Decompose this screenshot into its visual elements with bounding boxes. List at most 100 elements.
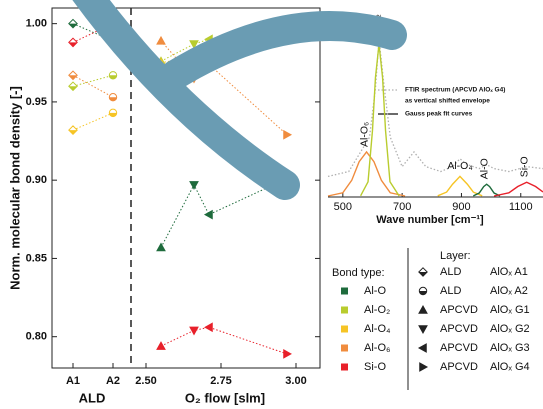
marker-shape [417, 343, 427, 353]
watermark [72, 0, 407, 200]
marker-shape [418, 304, 428, 314]
marker [68, 81, 78, 92]
peak-label: Si-O [518, 156, 530, 177]
legend-label: APCVD [440, 304, 478, 316]
legend-label: Al-O₂ [364, 304, 390, 316]
marker-shape [156, 341, 166, 350]
marker-shape [189, 181, 199, 190]
y-tick-label: 1.00 [26, 18, 47, 30]
marker-half [68, 86, 78, 91]
marker-shape [419, 362, 429, 372]
marker-half [68, 130, 78, 135]
marker-half [418, 272, 428, 277]
legend-label: ALD [440, 285, 461, 297]
marker [156, 341, 166, 350]
legend-text: FTIR spectrum (APCVD AlOₓ G4) [405, 87, 505, 94]
legend-label: ALD [440, 266, 461, 278]
marker-half [68, 23, 78, 28]
marker [108, 71, 118, 80]
marker [418, 325, 428, 335]
marker-half [109, 112, 117, 117]
series-line [160, 326, 288, 355]
legend-text: Gauss peak fit curves [405, 111, 473, 118]
spectrum-line [360, 44, 400, 197]
legend-swatch [341, 306, 348, 314]
legend-title: Layer: [440, 250, 471, 262]
marker [283, 129, 293, 140]
watermark-stroke [72, 0, 300, 200]
legend-label: AlOₓ G1 [490, 304, 530, 316]
x-tick-label: 500 [334, 201, 352, 213]
marker [68, 70, 78, 81]
watermark-stroke [160, 11, 407, 90]
marker [417, 343, 427, 353]
marker [203, 209, 213, 220]
marker-shape [283, 349, 293, 359]
legend-label: AlOₓ G4 [490, 361, 530, 373]
legend-label: Al-O [364, 285, 386, 297]
marker [68, 18, 78, 29]
series-line [72, 74, 114, 87]
marker [283, 349, 293, 359]
x-tick-label: 1100 [509, 201, 533, 213]
spectrum-line [327, 39, 543, 178]
spectrum-line [493, 181, 543, 197]
marker [418, 267, 428, 277]
x-tick-label: 900 [452, 201, 470, 213]
x-axis-label: ALD [79, 390, 106, 405]
x-tick-label: A1 [66, 375, 80, 387]
legend-label: AlOₓ A2 [490, 285, 528, 297]
marker-shape [203, 209, 213, 220]
legend-label: Al-O₄ [364, 323, 391, 335]
marker [189, 40, 199, 50]
series-line [72, 23, 114, 43]
x-axis-label: O₂ flow [slm] [185, 390, 265, 405]
y-tick-label: 0.80 [26, 331, 47, 343]
legend-text: as vertical shifted envelope [405, 98, 490, 105]
legend-label: Al-O₆ [364, 342, 390, 354]
marker [68, 125, 78, 135]
marker-half [68, 42, 78, 47]
marker-shape [203, 322, 213, 333]
series-line [72, 112, 114, 131]
marker [156, 35, 166, 45]
marker-shape [189, 40, 199, 50]
peak-label: Al-O [478, 158, 490, 179]
x-tick-label: A2 [106, 375, 120, 387]
spectrum-line [327, 150, 406, 197]
x-tick-label: 700 [393, 201, 411, 213]
marker-half [109, 75, 117, 79]
marker [68, 37, 78, 48]
legend-swatch [341, 363, 348, 371]
y-axis-label: Norm. molecular bond density [-] [7, 86, 22, 290]
plot-frame [51, 7, 321, 369]
legend-label: APCVD [440, 342, 478, 354]
marker [418, 304, 428, 314]
legend-label: Si-O [364, 361, 386, 373]
legend-title: Bond type: [332, 267, 385, 279]
inset-x-label: Wave number [cm⁻¹] [376, 214, 484, 226]
peak-label: Al-O₆ [358, 122, 370, 147]
x-tick-label: 2.75 [210, 375, 231, 387]
marker [189, 326, 199, 336]
legend-label: AlOₓ G2 [490, 323, 530, 335]
marker-shape [156, 35, 166, 45]
x-tick-label: 2.50 [135, 375, 156, 387]
marker [189, 181, 199, 190]
marker-half [109, 97, 117, 101]
spectrum-line [473, 183, 501, 197]
legend-label: AlOₓ G3 [490, 342, 530, 354]
marker-shape [156, 242, 166, 252]
marker-shape [189, 326, 199, 336]
spectrum-line [437, 175, 483, 197]
marker-shape [418, 325, 428, 335]
marker-shape [283, 129, 293, 140]
marker [419, 362, 429, 372]
marker [156, 242, 166, 252]
legend-swatch [341, 344, 348, 352]
y-tick-label: 0.95 [26, 96, 47, 108]
legend-label: AlOₓ A1 [490, 266, 528, 278]
marker [108, 93, 118, 102]
x-tick-label: 3.00 [285, 375, 306, 387]
